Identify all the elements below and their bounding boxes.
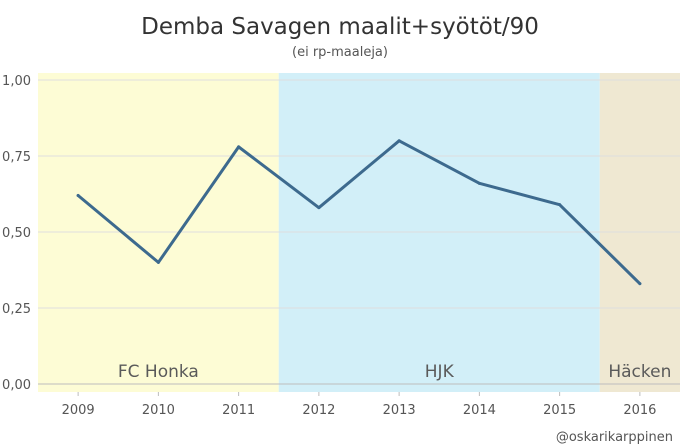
data-point-2014: [477, 181, 481, 185]
x-tick-label: 2011: [222, 403, 255, 418]
team-label-1: HJK: [425, 362, 455, 382]
data-point-2011: [237, 145, 241, 149]
y-tick-label: 0,50: [2, 226, 31, 241]
series: [76, 139, 642, 286]
team-labels: FC Honka HJK Häcken: [118, 362, 672, 382]
data-point-2009: [76, 194, 80, 198]
y-axis-ticks: 0,00 0,25 0,50 0,75 1,00: [2, 74, 31, 393]
credit-text: @oskarikarppinen: [556, 430, 673, 445]
x-tick-label: 2014: [463, 403, 496, 418]
team-label-0: FC Honka: [118, 362, 199, 382]
y-tick-label: 1,00: [2, 74, 31, 89]
x-tick-label: 2009: [62, 403, 95, 418]
chart-subtitle: (ei rp-maaleja): [292, 45, 388, 60]
x-tick-label: 2016: [623, 403, 656, 418]
chart-title: Demba Savagen maalit+syötöt/90: [141, 14, 539, 40]
series-line: [76, 139, 642, 286]
data-point-2010: [156, 260, 160, 264]
data-point-2015: [558, 203, 562, 207]
x-tick-label: 2010: [142, 403, 175, 418]
x-tick-label: 2013: [383, 403, 416, 418]
data-point-2016: [638, 282, 642, 286]
data-point-2012: [317, 206, 321, 210]
y-tick-label: 0,75: [2, 150, 31, 165]
x-tick-label: 2012: [302, 403, 335, 418]
y-tick-label: 0,25: [2, 302, 31, 317]
team-label-2: Häcken: [608, 362, 671, 382]
y-tick-label: 0,00: [2, 378, 31, 393]
data-point-2013: [397, 139, 401, 143]
x-axis-ticks: 2009 2010 2011 2012 2013 2014 2015 2016: [62, 392, 656, 418]
x-tick-label: 2015: [543, 403, 576, 418]
gridlines: [38, 79, 680, 385]
